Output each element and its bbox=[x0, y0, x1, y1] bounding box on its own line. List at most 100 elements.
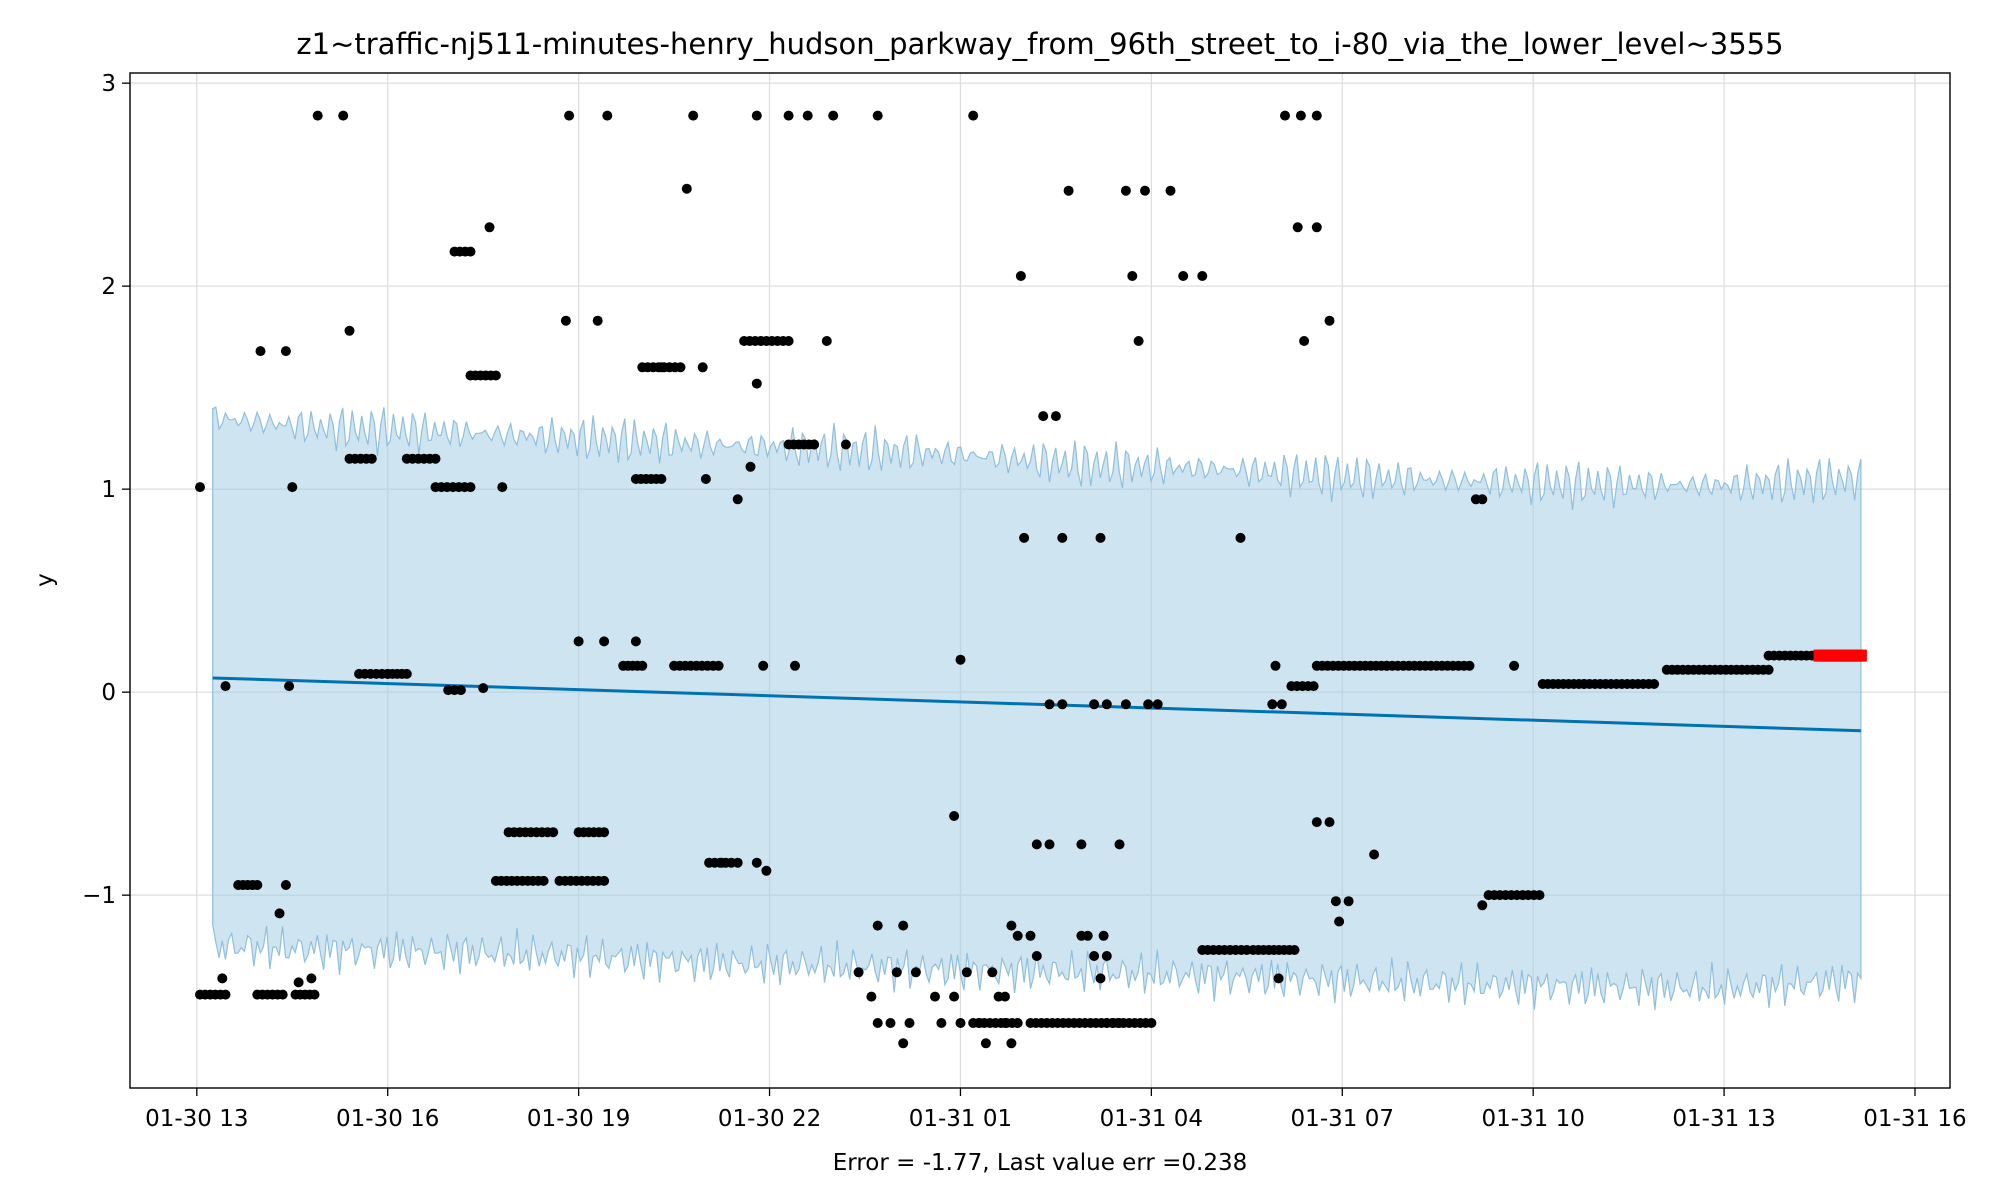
observed-point bbox=[968, 110, 979, 121]
y-tick-label: 2 bbox=[101, 274, 116, 300]
observed-point bbox=[1308, 681, 1319, 692]
observed-point bbox=[280, 880, 291, 890]
observed-point bbox=[564, 110, 575, 121]
observed-point bbox=[1369, 849, 1380, 860]
observed-point bbox=[1015, 271, 1026, 281]
observed-point bbox=[1311, 222, 1322, 233]
x-tick-label: 01-30 13 bbox=[145, 1106, 248, 1132]
observed-point bbox=[891, 967, 902, 978]
observed-point bbox=[987, 967, 998, 978]
y-tick-label: 1 bbox=[101, 477, 116, 503]
plot-frame bbox=[129, 72, 1951, 1089]
observed-point bbox=[1031, 951, 1042, 961]
observed-point bbox=[1649, 679, 1660, 689]
observed-point bbox=[599, 827, 610, 838]
observed-point bbox=[1299, 336, 1310, 346]
observed-point bbox=[1089, 699, 1100, 710]
observed-point bbox=[630, 636, 641, 647]
observed-point bbox=[1127, 271, 1138, 281]
observed-point bbox=[220, 989, 231, 1000]
observed-point bbox=[783, 336, 794, 346]
observed-point bbox=[217, 973, 228, 984]
observed-point bbox=[573, 636, 584, 647]
x-tick-label: 01-30 19 bbox=[527, 1106, 630, 1132]
observed-point bbox=[980, 1038, 991, 1049]
observed-point bbox=[840, 439, 851, 450]
observed-point bbox=[1025, 930, 1036, 941]
observed-point bbox=[195, 482, 205, 493]
observed-point bbox=[1477, 900, 1488, 911]
observed-point bbox=[936, 1018, 947, 1028]
observed-point bbox=[898, 1038, 909, 1049]
observed-point bbox=[885, 1018, 896, 1028]
observed-point bbox=[697, 362, 708, 373]
observed-point bbox=[758, 660, 769, 671]
observed-point bbox=[1273, 973, 1284, 984]
x-tick-label: 01-31 10 bbox=[1481, 1106, 1584, 1132]
observed-point bbox=[872, 110, 883, 121]
observed-point bbox=[430, 453, 441, 464]
observed-point bbox=[1324, 817, 1335, 828]
observed-point bbox=[700, 474, 711, 484]
observed-point bbox=[688, 110, 699, 121]
observed-point bbox=[252, 880, 263, 890]
observed-point bbox=[1197, 271, 1208, 281]
observed-point bbox=[312, 110, 323, 121]
observed-point bbox=[872, 1018, 883, 1028]
observed-point bbox=[1031, 839, 1042, 850]
x-tick-label: 01-31 04 bbox=[1100, 1106, 1203, 1132]
observed-point bbox=[1095, 973, 1106, 984]
observed-point bbox=[401, 668, 412, 679]
observed-point bbox=[306, 973, 317, 984]
observed-point bbox=[599, 875, 610, 886]
observed-point bbox=[1334, 916, 1345, 927]
observed-point bbox=[548, 827, 559, 838]
observed-point bbox=[1101, 699, 1112, 710]
observed-point bbox=[783, 110, 794, 121]
observed-point bbox=[949, 991, 960, 1002]
observed-point bbox=[1133, 336, 1144, 346]
observed-point bbox=[1095, 532, 1106, 543]
observed-point bbox=[1063, 185, 1074, 196]
observed-point bbox=[274, 908, 285, 919]
observed-point bbox=[732, 857, 743, 868]
observed-point bbox=[790, 660, 800, 671]
observed-point bbox=[802, 110, 813, 121]
confidence-band-area bbox=[212, 406, 1862, 1011]
x-tick-label: 01-30 16 bbox=[336, 1106, 439, 1132]
observed-point bbox=[560, 315, 571, 326]
observed-point bbox=[1000, 1018, 1010, 1028]
observed-point bbox=[344, 325, 355, 336]
observed-point bbox=[1295, 110, 1306, 121]
observed-point bbox=[910, 967, 921, 978]
observed-point bbox=[1267, 699, 1278, 710]
x-tick-label: 01-31 07 bbox=[1291, 1106, 1394, 1132]
x-tick-label: 01-31 16 bbox=[1863, 1106, 1966, 1132]
observed-point bbox=[974, 1018, 985, 1028]
forecast-markers bbox=[1813, 649, 1867, 662]
observed-point bbox=[1089, 951, 1100, 961]
observed-point bbox=[1178, 271, 1189, 281]
observed-point bbox=[1343, 896, 1354, 907]
y-axis-ticks: −1 0 1 2 3 bbox=[82, 71, 130, 909]
observed-point bbox=[1509, 660, 1520, 671]
observed-point bbox=[1289, 945, 1300, 955]
observed-point bbox=[1101, 951, 1112, 961]
observed-point bbox=[1143, 699, 1154, 710]
observed-point bbox=[484, 222, 495, 233]
x-axis-ticks: 01-30 13 01-30 16 01-30 19 01-30 22 01-31 01… bbox=[145, 1088, 1967, 1132]
observed-point bbox=[637, 660, 648, 671]
observed-point bbox=[955, 654, 966, 665]
observed-point bbox=[1140, 185, 1150, 196]
observed-point bbox=[280, 346, 291, 357]
observed-point bbox=[809, 439, 820, 450]
observed-point bbox=[1019, 532, 1030, 543]
observed-point bbox=[284, 681, 295, 692]
observed-point bbox=[1276, 699, 1287, 710]
observed-point bbox=[1534, 890, 1545, 901]
observed-point bbox=[904, 1018, 915, 1028]
observed-point bbox=[955, 1018, 966, 1028]
observed-point bbox=[656, 474, 667, 484]
observed-point bbox=[465, 482, 476, 493]
